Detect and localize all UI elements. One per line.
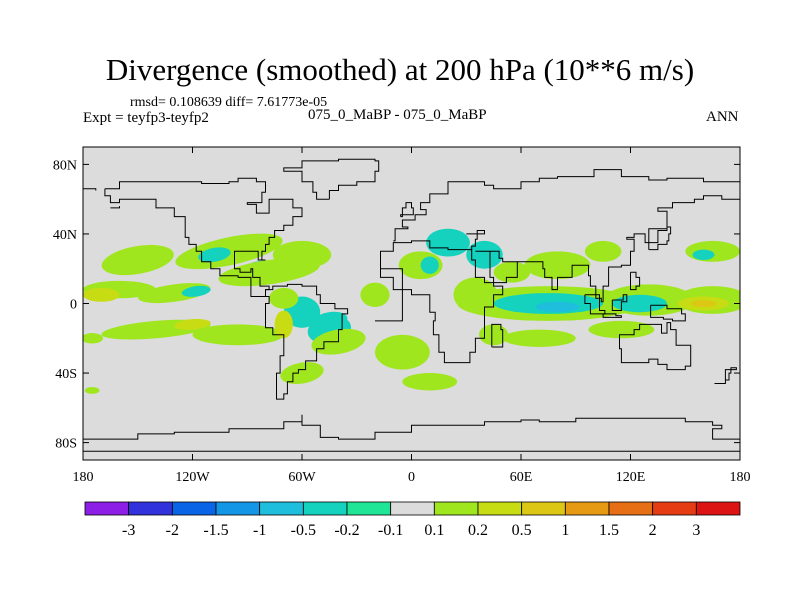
y-tick-label: 80N [53, 158, 77, 173]
contour-field [685, 240, 740, 262]
contour-field [690, 300, 717, 307]
experiment-label: Expt = teyfp3-teyfp2 [83, 110, 209, 126]
coastline [630, 271, 641, 291]
y-tick-label: 80S [55, 437, 77, 452]
contour-field [375, 334, 430, 370]
colorbar-swatch [346, 501, 392, 516]
contour-field [426, 228, 470, 257]
coastline [104, 177, 303, 297]
y-tick-label: 40S [55, 367, 77, 382]
colorbar-label: 0.2 [468, 522, 488, 539]
season-label: ANN [706, 109, 739, 125]
coastline [491, 323, 504, 348]
coastline [602, 313, 622, 318]
contour-field [84, 386, 100, 394]
colorbar-swatch [259, 501, 304, 516]
colorbar-swatch [608, 501, 654, 516]
coastline [648, 226, 672, 251]
colorbar-swatch [128, 501, 173, 516]
contour-field [83, 287, 120, 302]
coastline [83, 414, 740, 440]
x-tick-label: 120E [616, 470, 646, 485]
x-tick-label: 180 [730, 470, 751, 485]
contour-field [101, 244, 174, 276]
contour-field [311, 311, 348, 331]
contour-field [524, 251, 591, 280]
colorbar-label: 3 [692, 522, 700, 539]
y-tick-label: 0 [70, 298, 77, 313]
contour-field [584, 240, 622, 262]
colorbar-label: -0.1 [378, 522, 403, 539]
colorbar-swatch [433, 501, 479, 516]
coastline [393, 169, 740, 242]
coastline [475, 250, 518, 284]
colorbar-swatch [564, 501, 610, 516]
coastline [650, 304, 686, 322]
x-tick-label: 60W [288, 470, 316, 485]
coastline [265, 283, 349, 400]
axis-ticks: 180 120W 60W 0 60E 120E 180 80N 40N 0 40S 80S [53, 147, 751, 485]
colorbar-swatch [302, 501, 348, 516]
cases-label: 075_0_MaBP - 075_0_MaBP [308, 107, 487, 123]
contour-field [280, 362, 324, 385]
stats-text: rmsd= 0.108639 diff= 7.61773e-05 [130, 95, 328, 110]
contour-field [402, 373, 458, 391]
contour-field [269, 287, 299, 309]
colorbar-swatch [477, 501, 523, 516]
contour-field [272, 240, 332, 269]
coastline [110, 206, 120, 209]
colorbar-swatch [695, 501, 741, 516]
contour-field [588, 320, 655, 339]
colorbar-label: -0.5 [291, 522, 316, 539]
contour-field [192, 324, 284, 346]
contour-field [479, 324, 509, 346]
contour-field [360, 282, 390, 307]
contour-field [420, 256, 439, 274]
coastline [83, 188, 97, 191]
contour-field [181, 285, 211, 297]
contour-field [198, 247, 231, 263]
coastline [517, 190, 740, 303]
colorbar-swatch [390, 501, 435, 516]
contour-field [174, 318, 211, 330]
colorbar-label: 2 [649, 522, 657, 539]
colorbar-label: -1 [253, 522, 266, 539]
colorbar: -3 -2 -1.5 -1 -0.5 -0.2 -0.1 0.1 0.2 0.5 1 1.5 2 3 [84, 501, 741, 539]
colorbar-label: 0.1 [424, 522, 444, 539]
coastline [619, 322, 692, 371]
chart-title: Divergence (smoothed) at 200 hPa (10**6 … [105, 52, 695, 87]
coastlines [83, 158, 740, 452]
colorbar-label: -2 [166, 522, 179, 539]
coastline [375, 240, 504, 364]
colorbar-label: -1.5 [203, 522, 228, 539]
colorbar-swatch [215, 501, 261, 516]
x-tick-label: 0 [408, 470, 415, 485]
colorbar-label: 1 [561, 522, 569, 539]
y-tick-label: 40N [53, 228, 77, 243]
contour-field [274, 310, 293, 339]
colorbar-swatch [84, 501, 130, 516]
coastline [400, 202, 414, 218]
coastline [611, 294, 628, 311]
contour-field [493, 261, 531, 283]
x-tick-label: 180 [73, 470, 94, 485]
contour-field [692, 249, 715, 261]
x-tick-label: 60E [510, 470, 533, 485]
coastline [283, 158, 380, 200]
colorbar-swatch [652, 501, 697, 516]
colorbar-swatch [521, 501, 566, 516]
x-tick-label: 120W [175, 470, 210, 485]
coastline [466, 230, 485, 250]
coastline [714, 367, 737, 384]
colorbar-label: -3 [122, 522, 135, 539]
contour-field [612, 294, 667, 313]
contour-field [502, 329, 576, 347]
colorbar-label: 0.5 [512, 522, 532, 539]
colorbar-label: -0.2 [334, 522, 359, 539]
contour-field [83, 333, 104, 344]
colorbar-label: 1.5 [599, 522, 619, 539]
colorbar-swatch [171, 501, 217, 516]
contour-field [535, 301, 580, 313]
